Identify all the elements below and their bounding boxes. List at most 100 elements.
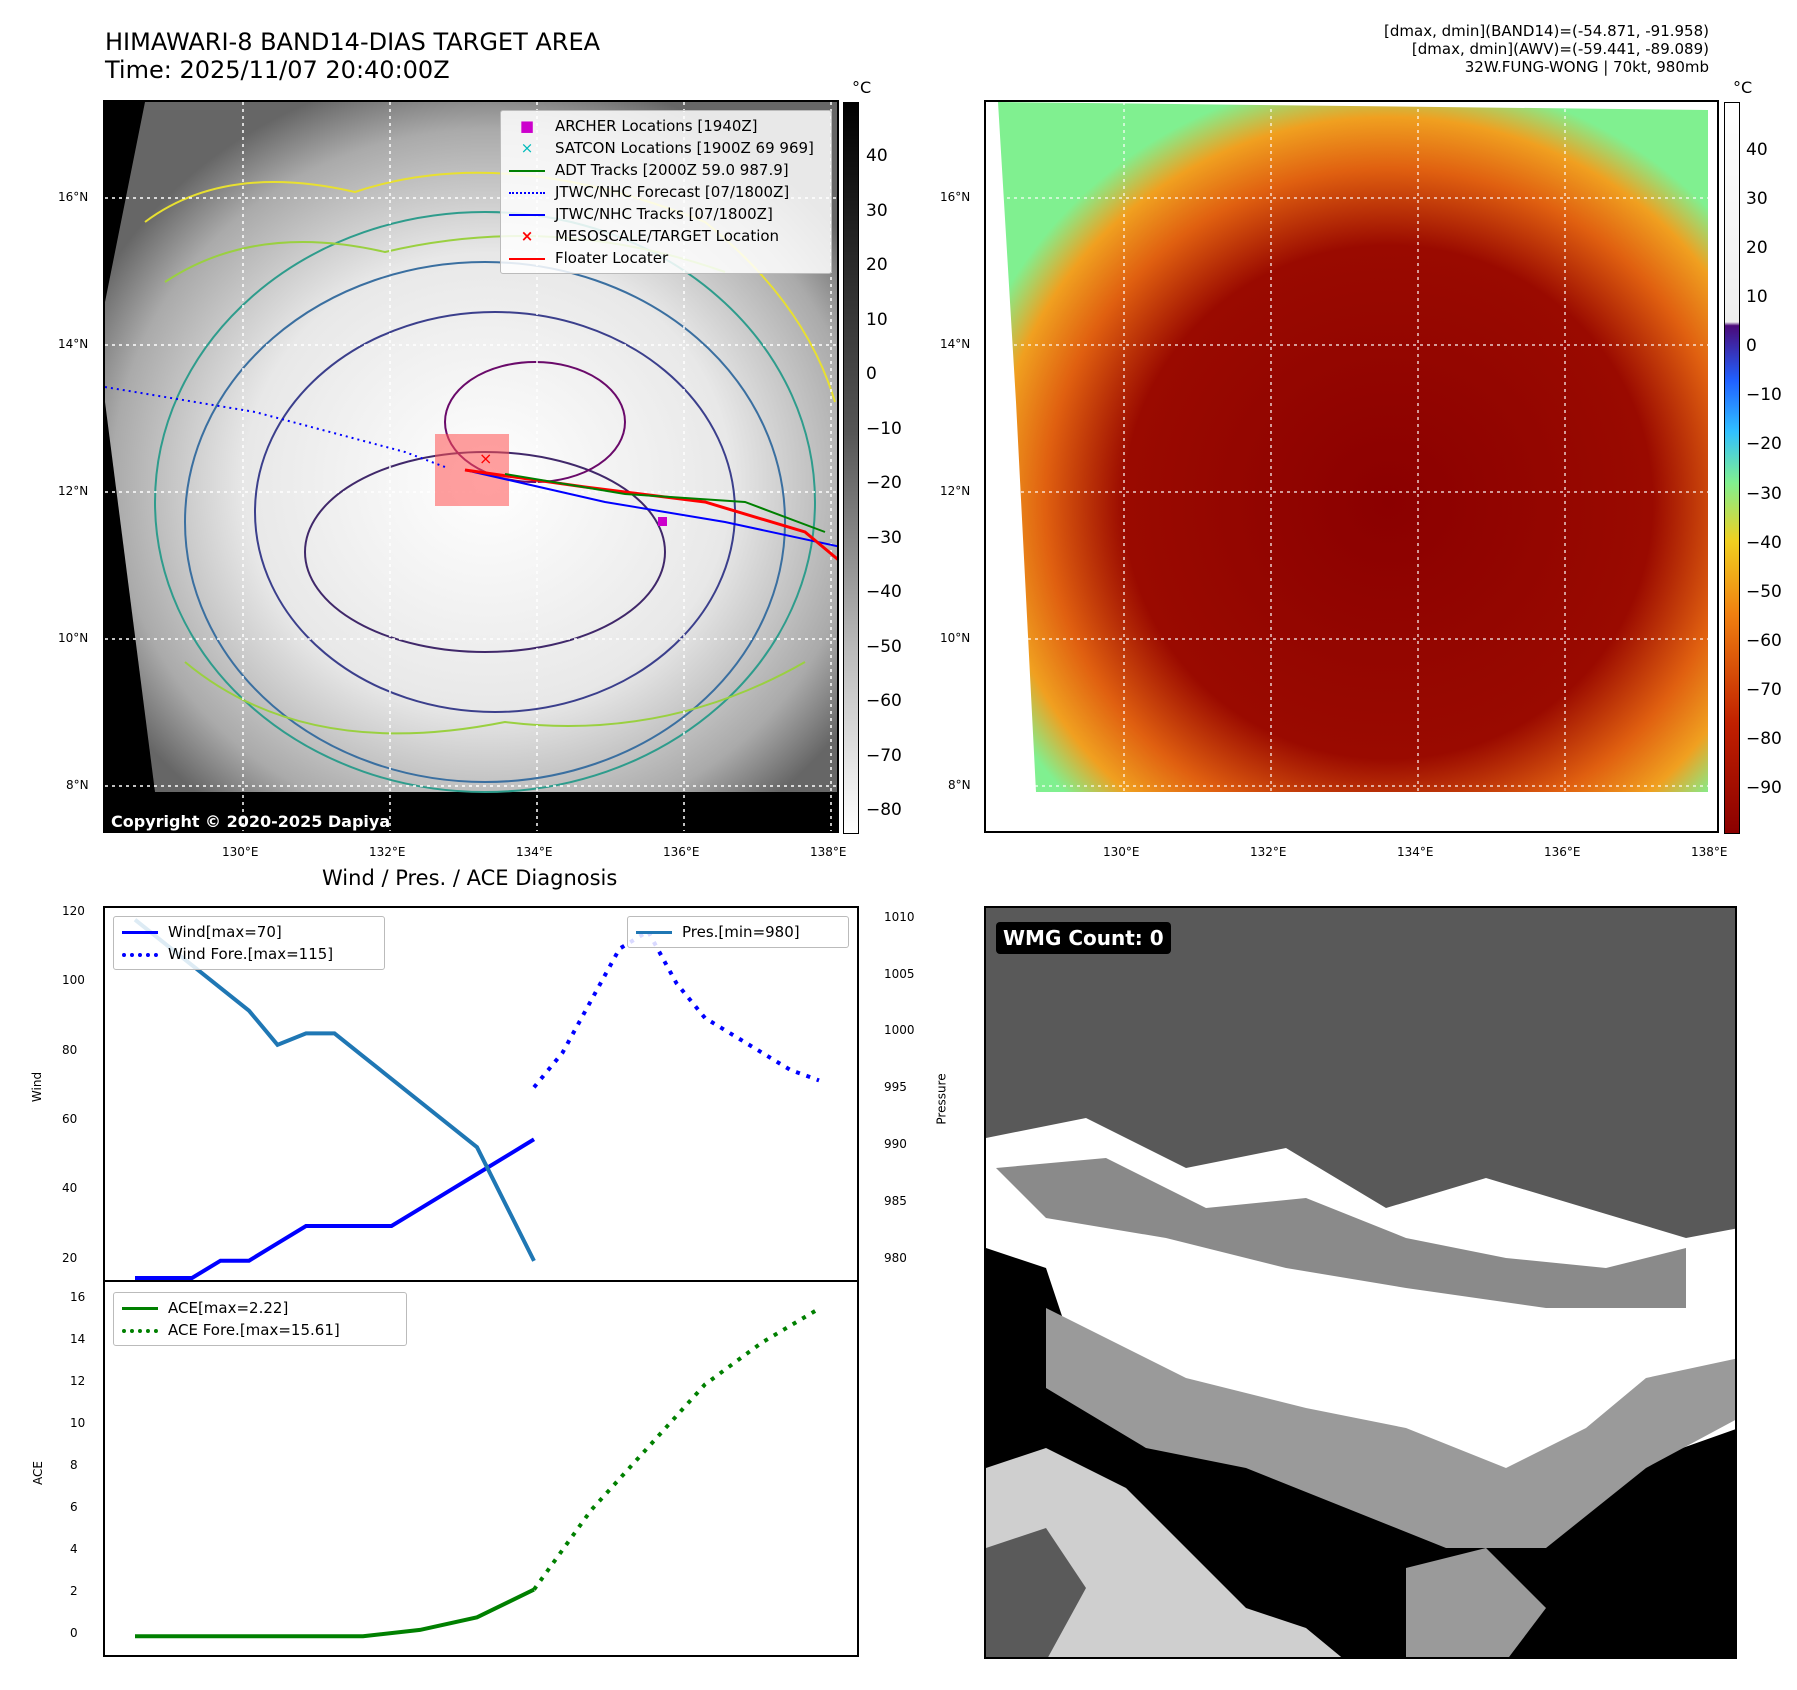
wind-legend: Wind[max=70] Wind Fore.[max=115] <box>113 916 385 970</box>
line-dot-icon <box>507 205 547 223</box>
lat-label: 14°N <box>940 337 971 351</box>
lon-label: 132°E <box>1250 845 1287 859</box>
pressure-legend: Pres.[min=980] <box>627 916 849 948</box>
chart-title-line1: HIMAWARI-8 BAND14-DIAS TARGET AREA <box>105 28 601 56</box>
colorbar-left-tick: 40 <box>866 146 888 166</box>
legend-item-satcon: × SATCON Locations [1900Z 69 969] <box>507 137 825 159</box>
legend-item-archer: ■ ARCHER Locations [1940Z] <box>507 115 825 137</box>
line-icon <box>634 923 674 941</box>
wind-y-tick: 100 <box>62 973 85 988</box>
colorbar-left-tick: −50 <box>866 636 902 657</box>
wmg-panel <box>984 906 1737 1659</box>
colorbar-right-tick: 30 <box>1746 189 1768 210</box>
ace-y-tick: 10 <box>70 1416 86 1431</box>
lon-label: 136°E <box>663 845 700 859</box>
legend-item-wind-fore: Wind Fore.[max=115] <box>120 943 378 965</box>
colorbar-left-tick: −80 <box>866 800 902 820</box>
awv-map-panel <box>984 100 1719 833</box>
colorbar-right-tick: 0 <box>1746 336 1757 357</box>
pressure-y-tick: 1000 <box>884 1023 915 1038</box>
wind-y-tick: 60 <box>62 1112 78 1126</box>
colorbar-right-tick: −10 <box>1746 385 1782 406</box>
ace-y-tick: 6 <box>70 1500 78 1515</box>
x-mark-icon: × <box>520 227 534 245</box>
wind-line <box>135 1137 536 1280</box>
colorbar-right-tick: −80 <box>1746 728 1782 749</box>
lat-label: 10°N <box>940 631 971 645</box>
line-icon <box>507 161 547 179</box>
colorbar-right-tick: −90 <box>1746 778 1782 798</box>
ace-y-tick: 8 <box>70 1458 78 1473</box>
pressure-y-tick: 1005 <box>884 966 915 981</box>
line-icon <box>120 923 160 941</box>
legend-item-forecast: JTWC/NHC Forecast [07/1800Z] <box>507 181 825 203</box>
ace-line <box>135 1587 535 1639</box>
pressure-y-tick: 985 <box>884 1194 907 1209</box>
dotted-line-icon <box>120 945 160 963</box>
colorbar-right-tick: −60 <box>1746 630 1782 651</box>
colorbar-left-tick: −70 <box>866 745 902 766</box>
lon-label: 130°E <box>1103 845 1140 859</box>
colorbar-right-tick: −70 <box>1746 679 1782 700</box>
info-line1: [dmax, dmin](BAND14)=(-54.871, -91.958) <box>1384 22 1709 40</box>
lat-label: 8°N <box>66 778 89 792</box>
awv-map-svg <box>986 102 1717 831</box>
ace-legend: ACE[max=2.22] ACE Fore.[max=15.61] <box>113 1292 407 1346</box>
colorbar-right-tick: −50 <box>1746 581 1782 602</box>
colorbar-left-tick: −60 <box>866 691 902 711</box>
colorbar-left-tick: −20 <box>866 473 902 493</box>
colorbar-right-tick: 20 <box>1746 238 1768 259</box>
legend-item-floater: Floater Locater <box>507 247 825 269</box>
legend-item-pres: Pres.[min=980] <box>634 921 842 943</box>
colorbar-left-tick: 20 <box>866 255 888 275</box>
lat-label: 14°N <box>58 337 89 351</box>
lat-label: 12°N <box>58 484 89 498</box>
ace-y-tick: 2 <box>70 1584 78 1599</box>
pressure-y-tick: 990 <box>884 1137 907 1152</box>
ace-axis-label: ACE <box>30 1461 45 1485</box>
pressure-y-tick: 980 <box>884 1250 907 1265</box>
dotted-line-icon <box>507 183 547 201</box>
info-line3: 32W.FUNG-WONG | 70kt, 980mb <box>1464 58 1709 76</box>
square-icon: ■ <box>519 117 535 135</box>
wind-forecast-line <box>532 928 820 1089</box>
wind-y-tick: 120 <box>62 904 85 918</box>
lon-label: 132°E <box>369 845 406 859</box>
colorbar-right-tick: −40 <box>1746 532 1782 553</box>
legend-item-mesoscale: × MESOSCALE/TARGET Location <box>507 225 825 247</box>
copyright-text: Copyright © 2020-2025 Dapiya <box>111 812 391 831</box>
diagnosis-title: Wind / Pres. / ACE Diagnosis <box>322 866 618 890</box>
lon-label: 134°E <box>516 845 553 859</box>
ace-y-tick: 12 <box>70 1374 86 1389</box>
wind-axis-label: Wind <box>30 1071 45 1103</box>
legend-item-ace-fore: ACE Fore.[max=15.61] <box>120 1319 400 1341</box>
colorbar-left-tick: −10 <box>866 418 902 439</box>
lat-label: 10°N <box>58 631 89 645</box>
ace-y-tick: 4 <box>70 1542 78 1557</box>
colorbar-left-tick: −40 <box>866 582 902 602</box>
legend-item-wind: Wind[max=70] <box>120 921 378 943</box>
svg-text:×: × <box>479 449 492 468</box>
pressure-line <box>133 918 536 1262</box>
ir-map-svg: × <box>105 102 837 831</box>
pressure-axis-label: Pressure <box>934 1073 949 1125</box>
pressure-y-tick: 995 <box>884 1080 907 1095</box>
chart-title-line2: Time: 2025/11/07 20:40:00Z <box>105 56 450 84</box>
map-legend: ■ ARCHER Locations [1940Z] × SATCON Locati… <box>500 110 832 274</box>
x-mark-icon: × <box>520 139 534 157</box>
lat-label: 8°N <box>948 778 971 792</box>
ace-y-tick: 0 <box>70 1626 78 1641</box>
wmg-count-badge: WMG Count: 0 <box>996 922 1171 954</box>
colorbar-left-tick: 30 <box>866 200 888 221</box>
wind-pres-svg <box>133 918 820 1280</box>
lat-label: 12°N <box>940 484 971 498</box>
ace-y-tick: 14 <box>70 1332 86 1347</box>
lon-label: 138°E <box>1691 845 1728 859</box>
colorbar-right-tick: −20 <box>1746 434 1782 455</box>
colorbar-right <box>1724 102 1740 834</box>
ace-y-tick: 16 <box>70 1290 86 1305</box>
legend-item-ace: ACE[max=2.22] <box>120 1297 400 1319</box>
colorbar-right-tick: −30 <box>1746 483 1782 504</box>
colorbar-left-tick: 0 <box>866 364 877 384</box>
line-icon <box>507 249 547 267</box>
